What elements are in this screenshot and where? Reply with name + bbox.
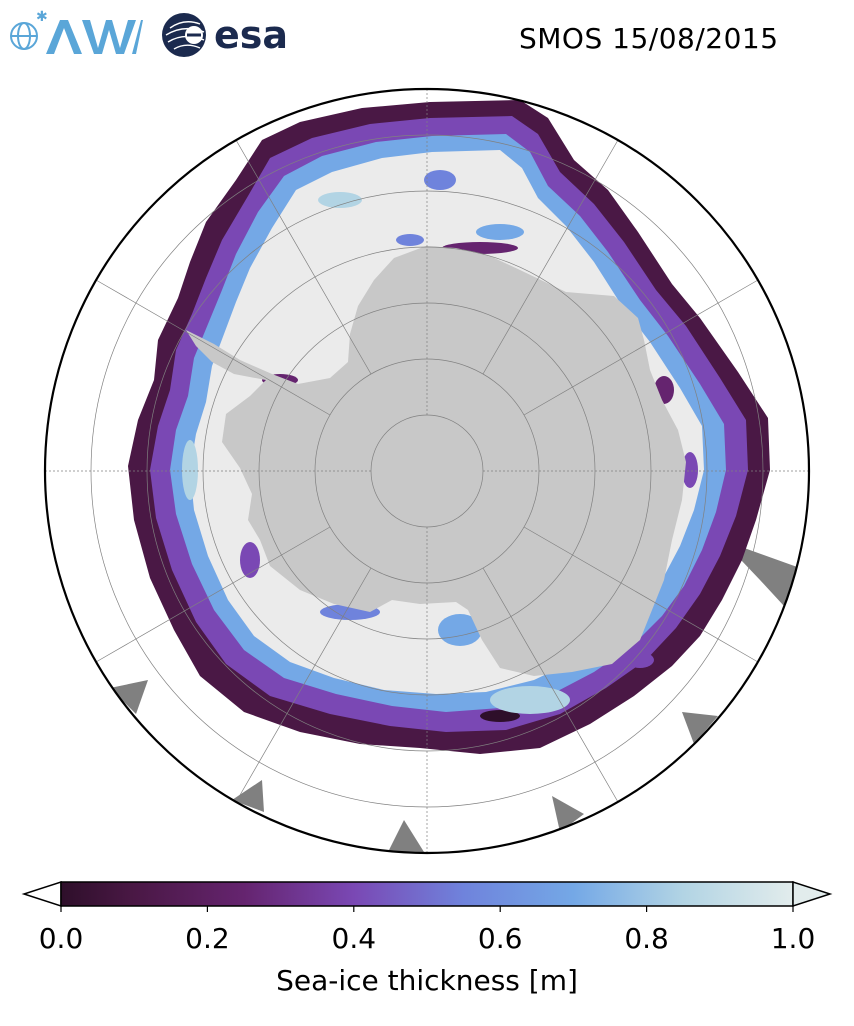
colorbar-tick-label: 0.4 [331,922,377,955]
colorbar-tick-label: 0.0 [38,922,84,955]
colorbar-label: Sea-ice thickness [m] [276,964,578,997]
awi-logo: ✱ [10,9,143,54]
awi-letters-icon [46,20,143,54]
awi-star-icon: ✱ [36,9,48,25]
map-boundary [43,87,811,855]
antarctica-landmass [186,246,686,676]
colorbar-tick-label: 0.2 [185,922,230,955]
sea-ice-map [43,87,811,855]
esa-logo: esa [162,13,288,57]
colorbar [21,880,833,912]
awi-globe-icon [10,22,38,50]
graticule [45,89,809,853]
colorbar-tick-marks [60,906,794,912]
colorbar-extend-max [792,880,833,908]
colorbar-tick-label: 1.0 [770,922,816,955]
colorbar-gradient [60,881,794,907]
map-title: SMOS 15/08/2015 [519,22,779,55]
colorbar-extend-min [21,880,62,908]
colorbar-tick-label: 0.6 [477,922,523,955]
colorbar-tick-label: 0.8 [624,922,669,955]
esa-emblem-icon [162,13,206,57]
esa-wordmark: esa [214,13,288,57]
